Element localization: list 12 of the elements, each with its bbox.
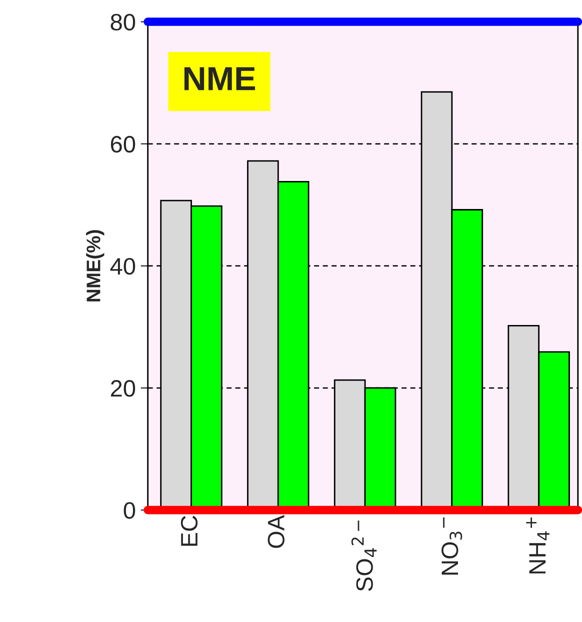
x-tick-label: NO$_{3}$$^{−}$ [442,517,462,575]
y-tick-label: 60 [110,136,136,153]
y-tick-label: 0 [124,502,136,519]
y-axis-title: NME(%) [86,230,104,302]
y-tick-label: 80 [110,14,136,31]
x-tick-label: EC [180,516,198,546]
y-tick-label: 40 [110,258,136,275]
x-tick-label: SO$_{4}$$^{2−}$ [351,520,377,592]
y-tick-label: 20 [110,380,136,397]
x-tick-label: OA [268,514,284,548]
text: NME [184,67,256,90]
x-tick-label: NH$_{4}$$^{+}$ [526,518,550,574]
